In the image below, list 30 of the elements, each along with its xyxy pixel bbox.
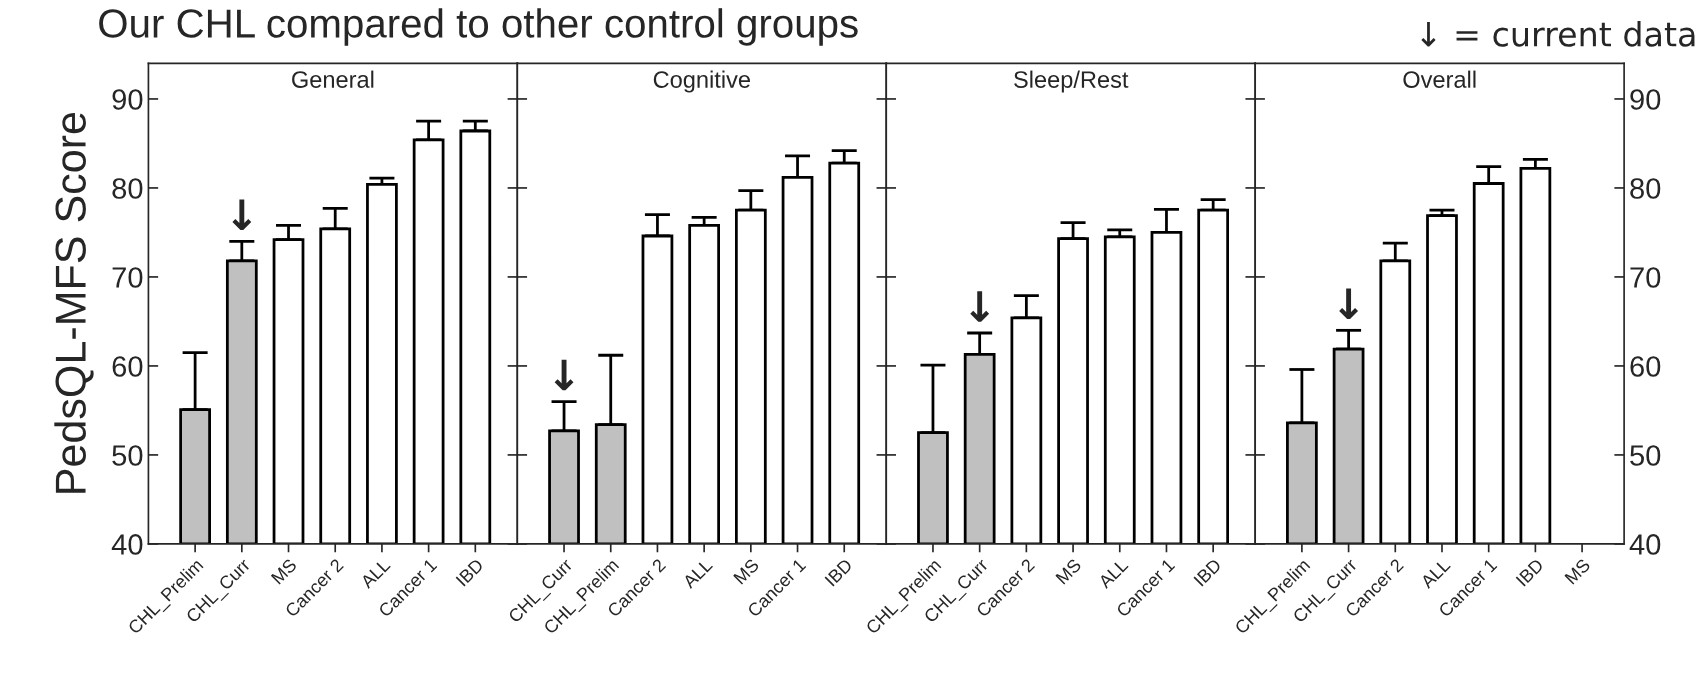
text: Our CHL compared to other control groups — [99, 8, 858, 46]
chart-title: Cognitive — [653, 70, 750, 93]
chart-title: General — [292, 70, 374, 88]
y-tick-label: 90 — [1630, 89, 1661, 110]
chart-title: Overall — [1403, 70, 1476, 88]
x-tick-label: IBD — [455, 558, 484, 587]
y-tick-label: 60 — [1630, 356, 1661, 377]
y-tick-label: 50 — [1630, 445, 1661, 466]
annotation: ↓ — [554, 359, 574, 391]
x-tick-label: MS — [1055, 558, 1082, 585]
y-tick-label: 90 — [112, 89, 143, 110]
y-tick-label: 40 — [111, 534, 143, 555]
y-tick-label: 70 — [112, 267, 143, 288]
x-tick-label: IBD — [824, 558, 853, 587]
y-tick-label: 70 — [1630, 267, 1661, 288]
annotation: ↓ — [970, 291, 990, 322]
x-tick-label: IBD — [1193, 558, 1222, 587]
chart-title: Sleep/Rest — [1014, 70, 1129, 93]
x-tick-label: IBD — [1515, 558, 1545, 587]
x-tick-label: MS — [1564, 558, 1591, 585]
x-tick-label: ALL — [681, 558, 713, 590]
y-axis-title: PedsQL-MFS Score — [54, 112, 94, 493]
annotation: ↓ — [1339, 288, 1359, 320]
text: ↓ = current data — [1421, 20, 1695, 47]
y-tick-label: 60 — [112, 356, 143, 377]
y-tick-label: 80 — [112, 178, 143, 199]
y-tick-label: 50 — [112, 445, 143, 466]
annotation: ↓ — [232, 199, 252, 231]
y-tick-label: 40 — [1629, 534, 1661, 555]
y-tick-label: 80 — [1630, 178, 1661, 199]
